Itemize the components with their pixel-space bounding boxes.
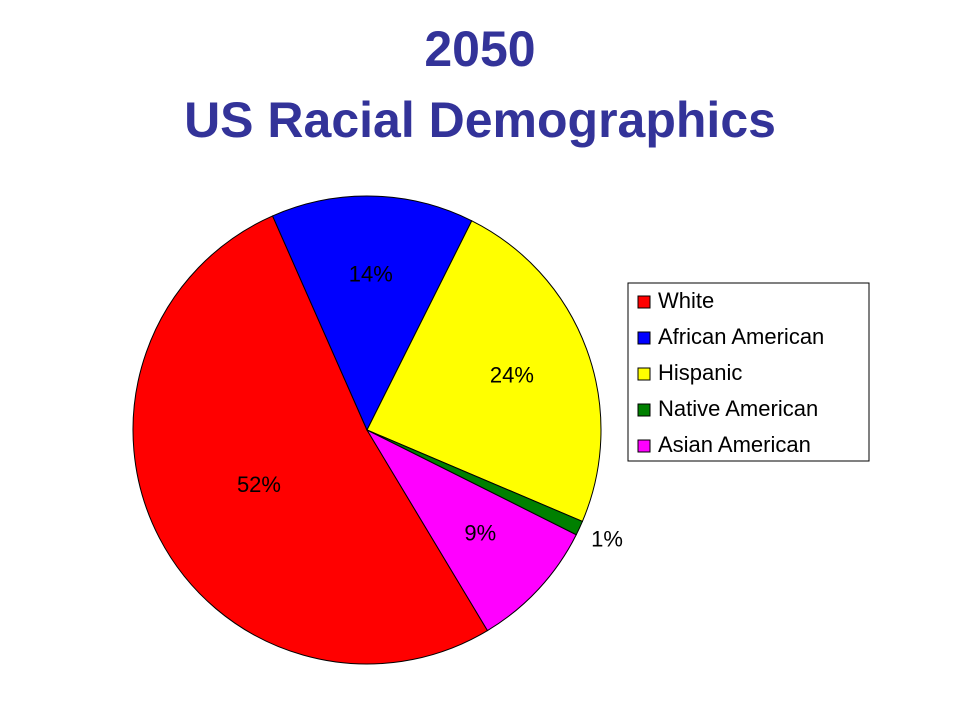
legend-label: Native American — [658, 396, 818, 421]
legend-swatch — [637, 295, 651, 309]
pie-slice — [366, 220, 602, 523]
legend-swatch — [637, 403, 651, 417]
legend-label: Hispanic — [658, 360, 742, 385]
data-label: 1% — [591, 527, 623, 552]
legend-label: White — [658, 288, 714, 313]
data-label: 14% — [349, 261, 393, 286]
data-label: 24% — [490, 362, 534, 387]
legend-swatch — [637, 367, 651, 381]
chart-title: US Racial Demographics — [184, 92, 776, 148]
legend-swatch — [637, 439, 651, 453]
chart-title: 2050 — [424, 21, 535, 77]
pie-slice — [365, 428, 577, 632]
pie-slice — [271, 195, 473, 432]
legend-label: Asian American — [658, 432, 811, 457]
legend-label: African American — [658, 324, 824, 349]
data-label: 9% — [464, 521, 496, 546]
data-label: 52% — [237, 472, 281, 497]
legend-swatch — [637, 331, 651, 345]
legend-box — [627, 282, 870, 462]
pie-slice — [132, 215, 489, 665]
